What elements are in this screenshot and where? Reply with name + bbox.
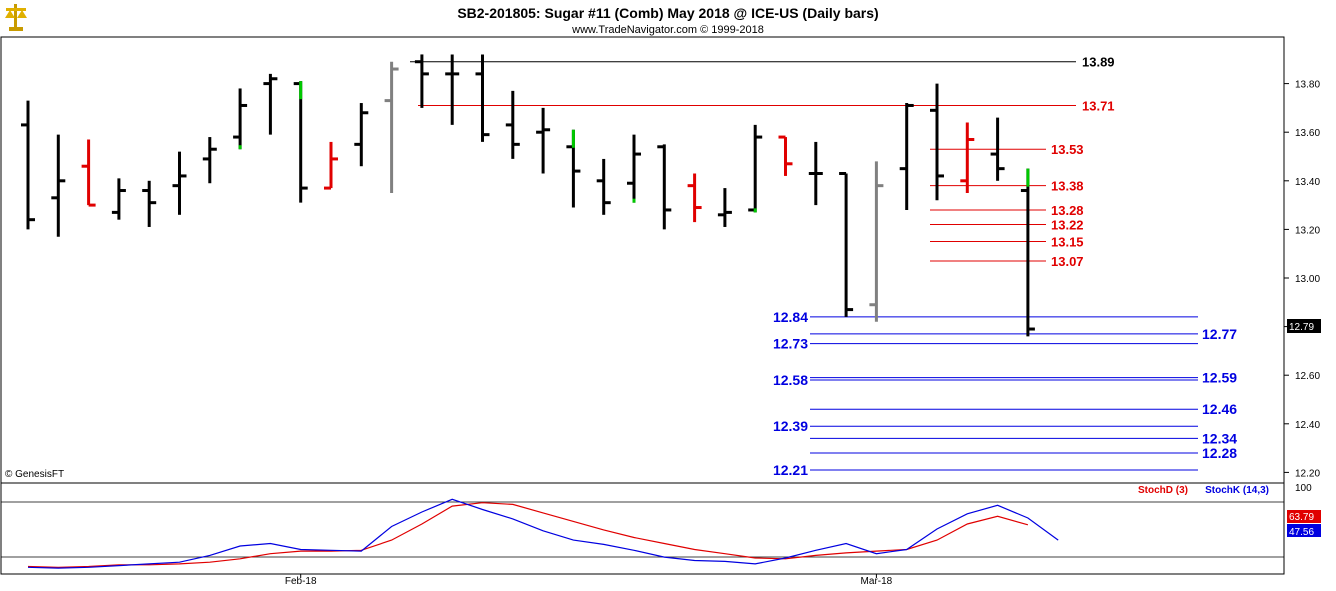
ohlc-bar [869, 161, 884, 322]
ohlc-bar [990, 117, 1005, 181]
price-tick-label: 13.40 [1295, 177, 1320, 188]
level-label: 12.28 [1202, 445, 1237, 461]
ohlc-bar [930, 83, 944, 201]
date-axis: Feb-18 Mar-18 [285, 574, 893, 587]
stochastic-panel [0, 482, 1285, 575]
price-tick-label: 12.40 [1295, 420, 1320, 431]
level-label: 12.21 [773, 462, 808, 478]
last-price-tag: 12.79 [1287, 319, 1321, 333]
stoch-k-last: 47.56 [1289, 527, 1314, 538]
stoch-k-legend: StochK (14,3) [1205, 485, 1269, 496]
level-label: 12.59 [1202, 370, 1237, 386]
level-label: 12.58 [773, 372, 808, 388]
level-label: 13.53 [1051, 142, 1084, 157]
last-price-label: 12.79 [1289, 322, 1314, 333]
level-label: 12.46 [1202, 401, 1237, 417]
level-label: 13.89 [1082, 55, 1115, 70]
chart-title: SB2-201805: Sugar #11 (Comb) May 2018 @ … [457, 5, 878, 21]
ohlc-bar [475, 54, 490, 142]
level-label: 12.39 [773, 418, 808, 434]
level-label: 13.28 [1051, 203, 1084, 218]
ohlc-bar [899, 103, 914, 210]
ohlc-bar [414, 54, 429, 108]
price-tick-label: 13.80 [1295, 80, 1320, 91]
date-tick-label: Mar-18 [861, 576, 893, 587]
level-label: 13.15 [1051, 235, 1084, 250]
ohlc-bar [960, 122, 975, 193]
ohlc-bar [627, 134, 641, 203]
ohlc-bar [21, 100, 35, 230]
ohlc-bar [233, 88, 248, 150]
stoch-d-tag: 63.79 [1287, 510, 1321, 523]
ohlc-bars [21, 54, 1035, 337]
stoch-k-tag: 47.56 [1287, 524, 1321, 538]
ohlc-bar [172, 151, 187, 215]
level-label: 13.71 [1082, 98, 1115, 113]
ohlc-bar [111, 178, 126, 220]
ohlc-bar [51, 134, 66, 237]
ohlc-bar [748, 124, 763, 213]
level-label: 12.73 [773, 336, 808, 352]
level-label: 13.38 [1051, 179, 1084, 194]
stoch-d-line [27, 502, 1029, 568]
price-tick-label: 13.20 [1295, 225, 1320, 236]
ohlc-bar [536, 107, 551, 174]
ohlc-bar [1020, 168, 1035, 337]
ohlc-bar [566, 129, 581, 208]
ohlc-bar [81, 139, 96, 207]
stoch-k-line [27, 498, 1059, 569]
stochastic-lines [27, 498, 1059, 569]
scales-icon [5, 4, 27, 31]
ohlc-bar [293, 81, 308, 203]
ohlc-bar [263, 73, 278, 135]
ohlc-bar [808, 141, 823, 206]
level-label: 12.84 [773, 309, 808, 325]
level-label: 12.34 [1202, 430, 1237, 446]
price-tick-label: 12.60 [1295, 371, 1320, 382]
price-tick-label: 12.20 [1295, 468, 1320, 479]
ohlc-bar [202, 137, 217, 184]
price-panel [0, 36, 1285, 484]
ohlc-bar [354, 103, 369, 167]
chart-subtitle: www.TradeNavigator.com © 1999-2018 [571, 24, 764, 36]
ohlc-bar [505, 90, 520, 159]
ohlc-bar [142, 180, 157, 227]
ohlc-bar [384, 61, 399, 193]
watermark: © GenesisFT [5, 469, 64, 480]
ohlc-bar [324, 141, 338, 190]
date-tick-label: Feb-18 [285, 576, 317, 587]
level-label: 12.77 [1202, 326, 1237, 342]
ohlc-bar [839, 172, 854, 317]
price-axis: 13.8013.6013.4013.2013.0012.8012.6012.40… [1284, 80, 1320, 479]
price-tick-label: 13.00 [1295, 274, 1320, 285]
logo [5, 4, 27, 31]
stoch-d-legend: StochD (3) [1138, 485, 1188, 496]
level-label: 13.22 [1051, 218, 1084, 233]
ohlc-bar [687, 173, 702, 223]
stoch-axis-tick: 100 [1295, 483, 1312, 494]
level-label: 13.07 [1051, 254, 1084, 269]
price-tick-label: 13.60 [1295, 128, 1320, 139]
ohlc-bar [657, 144, 672, 230]
ohlc-bar [717, 188, 732, 227]
ohlc-bar [445, 54, 460, 125]
ohlc-bar [596, 158, 611, 215]
stoch-d-last: 63.79 [1289, 512, 1314, 523]
ohlc-bar [778, 135, 793, 176]
